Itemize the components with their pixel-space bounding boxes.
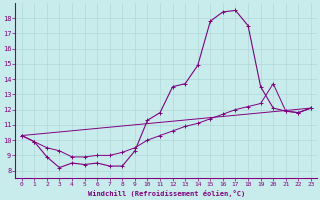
X-axis label: Windchill (Refroidissement éolien,°C): Windchill (Refroidissement éolien,°C) xyxy=(88,190,245,197)
